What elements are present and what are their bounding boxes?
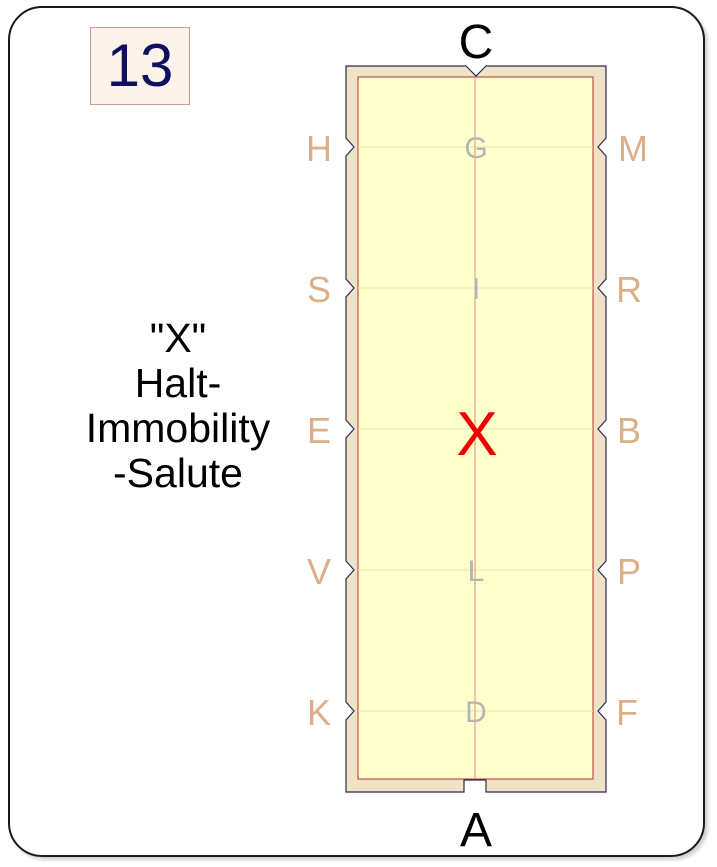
- marker-p: P: [617, 551, 641, 592]
- marker-d: D: [465, 696, 487, 729]
- marker-r: R: [616, 269, 642, 310]
- marker-m: M: [618, 128, 648, 169]
- marker-e: E: [307, 410, 331, 451]
- marker-c: C: [459, 16, 494, 69]
- marker-i: I: [472, 273, 480, 306]
- marker-s: S: [307, 269, 331, 310]
- movement-line-3: Immobility: [85, 405, 271, 451]
- test-number: 13: [106, 32, 174, 99]
- movement-line-2: Halt-: [134, 360, 222, 406]
- marker-h: H: [306, 128, 332, 169]
- movement-description: "X" Halt- Immobility -Salute: [38, 316, 318, 496]
- marker-k: K: [307, 692, 331, 733]
- marker-f: F: [616, 692, 638, 733]
- marker-l: L: [468, 555, 485, 588]
- movement-line-4: -Salute: [113, 450, 243, 496]
- movement-line-1: "X": [149, 315, 207, 361]
- marker-g: G: [464, 132, 487, 165]
- marker-x-highlight: X: [456, 400, 497, 469]
- marker-a: A: [460, 804, 492, 857]
- test-number-badge: 13: [90, 27, 190, 105]
- marker-b: B: [617, 410, 641, 451]
- marker-v: V: [307, 551, 331, 592]
